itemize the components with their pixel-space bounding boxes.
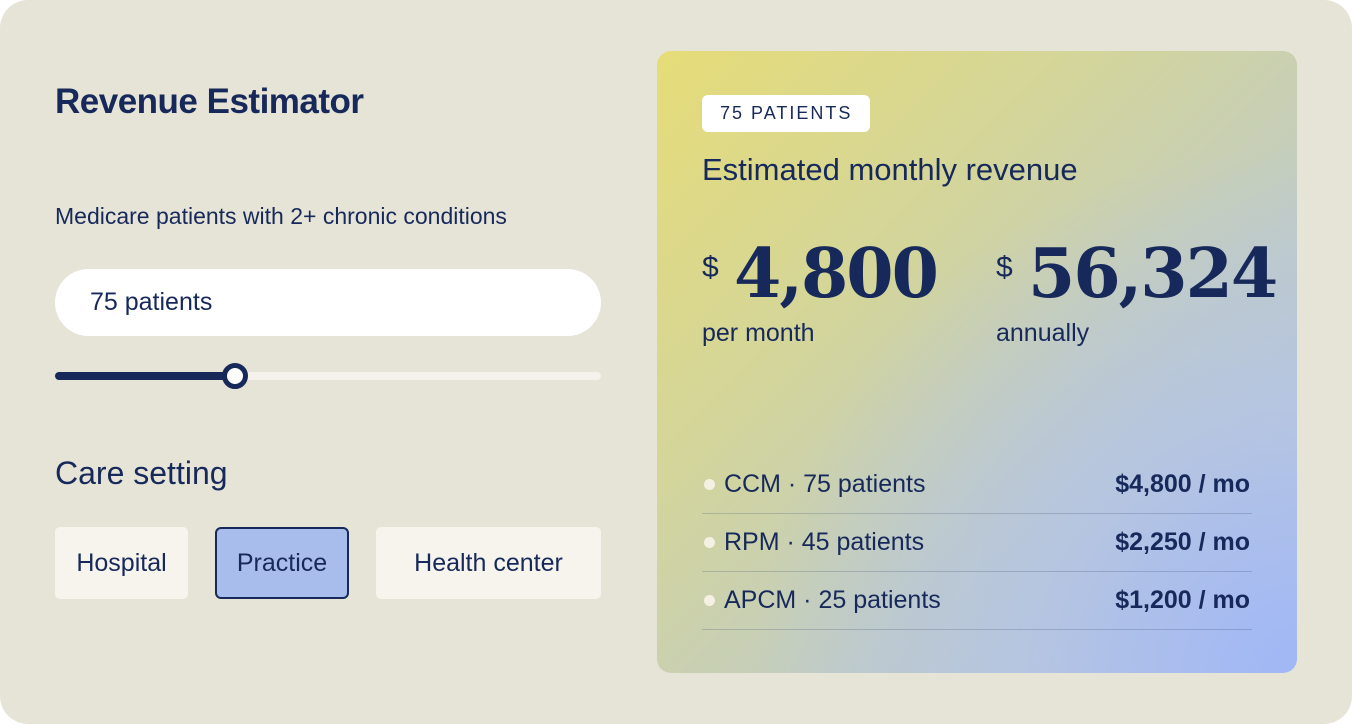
breakdown-name: APCM · 25 patients [724, 586, 941, 614]
breakdown-amount: $2,250 / mo [1115, 528, 1250, 556]
bullet-dot-icon [704, 537, 715, 548]
breakdown-amount: $1,200 / mo [1115, 586, 1250, 614]
monthly-currency-symbol: $ [702, 251, 719, 284]
patients-slider-fill [55, 372, 236, 380]
breakdown-row-ccm: CCM · 75 patients $4,800 / mo [702, 455, 1252, 514]
revenue-summary-card: 75 PATIENTS Estimated monthly revenue $ … [657, 51, 1297, 673]
care-option-health-center[interactable]: Health center [376, 527, 601, 599]
page-title: Revenue Estimator [55, 82, 364, 121]
breakdown-row-apcm: APCM · 25 patients $1,200 / mo [702, 571, 1252, 630]
care-setting-label: Care setting [55, 455, 228, 491]
monthly-caption: per month [702, 319, 815, 347]
care-option-practice[interactable]: Practice [215, 527, 349, 599]
patients-badge: 75 PATIENTS [702, 95, 871, 132]
breakdown-amount: $4,800 / mo [1115, 470, 1250, 498]
bullet-dot-icon [704, 595, 715, 606]
patients-slider-track[interactable] [55, 372, 601, 380]
estimate-heading: Estimated monthly revenue [702, 152, 1078, 187]
breakdown-row-rpm: RPM · 45 patients $2,250 / mo [702, 513, 1252, 572]
breakdown-name: RPM · 45 patients [724, 528, 925, 556]
patients-input-value: 75 patients [90, 288, 213, 316]
annual-caption: annually [996, 319, 1090, 347]
patients-input[interactable]: 75 patients [55, 269, 601, 336]
patients-label: Medicare patients with 2+ chronic condit… [55, 203, 507, 229]
annual-currency-symbol: $ [996, 251, 1013, 284]
annual-revenue-amount: 56,324 [1028, 234, 1278, 314]
care-option-hospital[interactable]: Hospital [55, 527, 188, 599]
bullet-dot-icon [704, 479, 715, 490]
monthly-revenue-amount: 4,800 [734, 234, 939, 314]
breakdown-name: CCM · 75 patients [724, 470, 926, 498]
patients-slider-thumb[interactable] [222, 363, 249, 389]
